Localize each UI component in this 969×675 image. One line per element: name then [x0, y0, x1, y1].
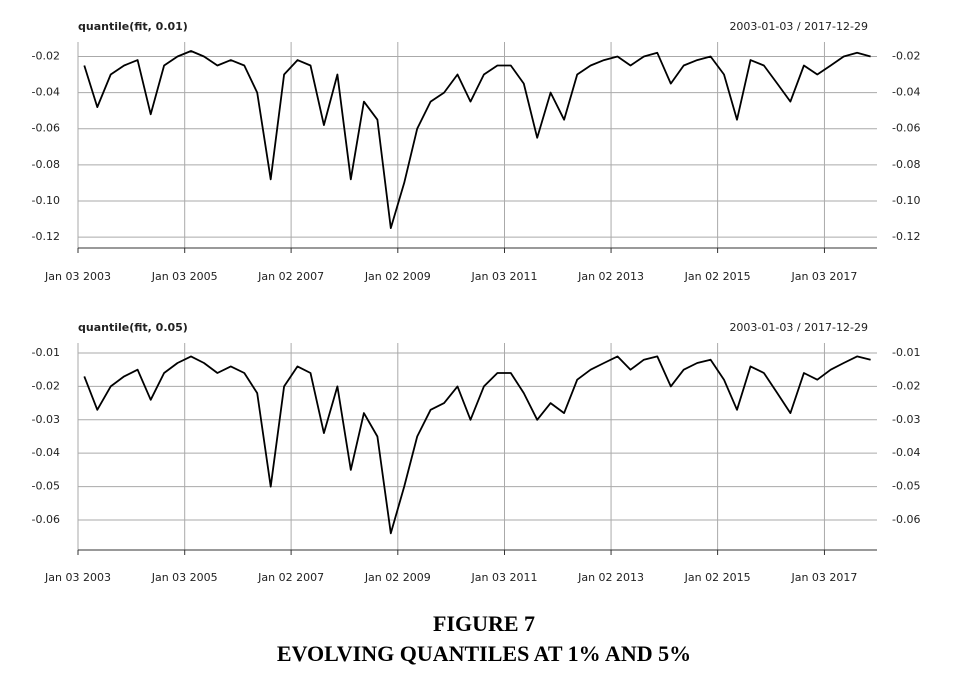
y2-tick-label: -0.02 [892, 379, 920, 392]
y2-tick-label: -0.04 [892, 446, 920, 459]
panel-title: quantile(fit, 0.01) [78, 20, 188, 33]
y-tick-label: -0.02 [32, 49, 60, 62]
figure-number: FIGURE 7 [433, 611, 535, 636]
y-tick-label: -0.02 [32, 379, 60, 392]
x-tick-label: Jan 02 2007 [257, 270, 324, 283]
y-tick-label: -0.01 [32, 346, 60, 359]
y2-tick-label: -0.10 [892, 194, 920, 207]
y-tick-label: -0.04 [32, 86, 60, 99]
quantile-line [83, 355, 871, 535]
x-tick-label: Jan 02 2009 [364, 270, 431, 283]
y2-tick-label: -0.05 [892, 480, 920, 493]
figure-title: EVOLVING QUANTILES AT 1% AND 5% [277, 641, 691, 666]
y-tick-label: -0.03 [32, 413, 60, 426]
x-tick-label: Jan 02 2007 [257, 571, 324, 584]
panel-range: 2003-01-03 / 2017-12-29 [729, 20, 868, 33]
x-tick-label: Jan 03 2003 [44, 270, 111, 283]
y-tick-label: -0.06 [32, 513, 60, 526]
y-tick-label: -0.08 [32, 158, 60, 171]
y-tick-label: -0.10 [32, 194, 60, 207]
x-tick-label: Jan 02 2015 [684, 571, 751, 584]
y2-tick-label: -0.03 [892, 413, 920, 426]
x-tick-label: Jan 02 2009 [364, 571, 431, 584]
y-tick-label: -0.05 [32, 480, 60, 493]
x-tick-label: Jan 03 2003 [44, 571, 111, 584]
x-tick-label: Jan 02 2013 [577, 571, 644, 584]
y2-tick-label: -0.12 [892, 230, 920, 243]
panel-range: 2003-01-03 / 2017-12-29 [729, 321, 868, 334]
y2-tick-label: -0.04 [892, 86, 920, 99]
x-tick-label: Jan 03 2005 [151, 270, 218, 283]
panel-title: quantile(fit, 0.05) [78, 321, 188, 334]
y2-tick-label: -0.02 [892, 49, 920, 62]
x-tick-label: Jan 03 2017 [790, 571, 857, 584]
x-tick-label: Jan 02 2013 [577, 270, 644, 283]
y2-tick-label: -0.08 [892, 158, 920, 171]
y-tick-label: -0.04 [32, 446, 60, 459]
y2-tick-label: -0.01 [892, 346, 920, 359]
x-tick-label: Jan 02 2015 [684, 270, 751, 283]
x-tick-label: Jan 03 2005 [151, 571, 218, 584]
y-tick-label: -0.06 [32, 122, 60, 135]
x-tick-label: Jan 03 2011 [471, 571, 538, 584]
y2-tick-label: -0.06 [892, 513, 920, 526]
y-tick-label: -0.12 [32, 230, 60, 243]
x-tick-label: Jan 03 2011 [471, 270, 538, 283]
x-tick-label: Jan 03 2017 [790, 270, 857, 283]
y2-tick-label: -0.06 [892, 122, 920, 135]
quantile-line [83, 50, 871, 229]
